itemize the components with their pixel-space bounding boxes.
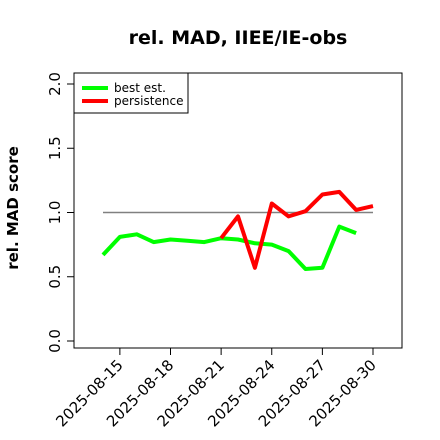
y-tick-label: 0.0 bbox=[46, 329, 64, 353]
plot-frame bbox=[73, 72, 403, 349]
y-tick-label: 2.0 bbox=[46, 72, 64, 96]
legend-label-persistence: persistence bbox=[114, 94, 183, 108]
y-tick-label: 1.5 bbox=[46, 136, 64, 160]
series-group bbox=[101, 189, 374, 271]
y-axis-label: rel. MAD score bbox=[4, 146, 22, 270]
series-line-best-est bbox=[101, 224, 357, 271]
chart-title: rel. MAD, IIEE/IE-obs bbox=[129, 27, 348, 49]
legend: best est. persistence bbox=[73, 72, 189, 114]
legend-label-best-est: best est. bbox=[114, 81, 166, 95]
legend-box bbox=[73, 72, 189, 114]
y-tick-label: 0.5 bbox=[46, 265, 64, 289]
series-line-persistence bbox=[219, 189, 374, 270]
y-tick-label: 1.0 bbox=[46, 201, 64, 225]
